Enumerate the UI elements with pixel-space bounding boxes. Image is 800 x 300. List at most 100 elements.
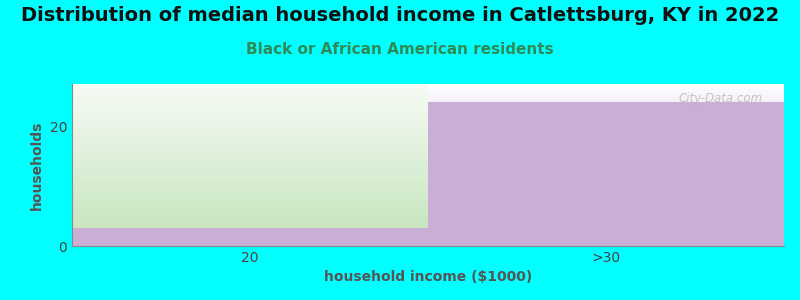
- Bar: [72, 158, 428, 159]
- Bar: [72, 194, 428, 195]
- Bar: [72, 102, 428, 103]
- Bar: [72, 105, 428, 106]
- Bar: [72, 138, 428, 139]
- Bar: [72, 172, 428, 173]
- Bar: [72, 161, 428, 162]
- Bar: [72, 139, 428, 140]
- Bar: [72, 220, 428, 221]
- Bar: [72, 122, 428, 123]
- Bar: [72, 178, 428, 179]
- Bar: [72, 114, 428, 115]
- X-axis label: household income ($1000): household income ($1000): [324, 270, 532, 284]
- Bar: [72, 141, 428, 142]
- Bar: [72, 226, 428, 227]
- Bar: [72, 130, 428, 131]
- Bar: [72, 88, 428, 89]
- Bar: [72, 208, 428, 209]
- Bar: [72, 193, 428, 194]
- Bar: [72, 171, 428, 172]
- Bar: [72, 85, 428, 86]
- Bar: [72, 149, 428, 150]
- Text: City-Data.com: City-Data.com: [678, 92, 762, 105]
- Bar: [72, 207, 428, 208]
- Bar: [72, 211, 428, 212]
- Bar: [72, 104, 428, 105]
- Bar: [72, 121, 428, 122]
- Bar: [72, 106, 428, 107]
- Bar: [72, 125, 428, 126]
- Bar: [72, 225, 428, 226]
- Bar: [72, 143, 428, 144]
- Bar: [72, 154, 428, 155]
- Bar: [72, 191, 428, 192]
- Bar: [72, 176, 428, 177]
- Bar: [72, 203, 428, 204]
- Bar: [72, 110, 428, 111]
- Bar: [72, 92, 428, 93]
- Bar: [72, 156, 428, 157]
- Bar: [72, 155, 428, 156]
- Bar: [72, 212, 428, 213]
- Bar: [72, 86, 428, 87]
- Bar: [72, 90, 428, 91]
- Bar: [72, 147, 428, 148]
- Bar: [72, 120, 428, 121]
- Bar: [72, 183, 428, 184]
- Bar: [72, 132, 428, 133]
- Bar: [72, 188, 428, 189]
- Bar: [72, 217, 428, 218]
- Bar: [72, 93, 428, 94]
- Bar: [72, 196, 428, 197]
- Bar: [72, 219, 428, 220]
- Bar: [72, 117, 428, 118]
- Bar: [72, 100, 428, 101]
- Bar: [72, 173, 428, 174]
- Bar: [72, 180, 428, 181]
- Bar: [72, 169, 428, 170]
- Bar: [72, 116, 428, 117]
- Bar: [72, 182, 428, 183]
- Bar: [72, 214, 428, 215]
- Bar: [72, 190, 428, 191]
- Bar: [72, 210, 428, 211]
- Bar: [72, 87, 428, 88]
- Bar: [72, 115, 428, 116]
- Bar: [72, 163, 428, 164]
- Bar: [72, 153, 428, 154]
- Bar: [72, 96, 428, 97]
- Bar: [72, 227, 428, 228]
- Bar: [72, 159, 428, 160]
- Bar: [72, 99, 428, 100]
- Bar: [72, 133, 428, 134]
- Bar: [72, 206, 428, 207]
- Bar: [72, 164, 428, 165]
- Bar: [72, 134, 428, 135]
- Bar: [72, 205, 428, 206]
- Bar: [72, 192, 428, 193]
- Bar: [72, 95, 428, 96]
- Bar: [72, 184, 428, 185]
- Bar: [72, 126, 428, 127]
- Bar: [72, 103, 428, 104]
- Bar: [72, 209, 428, 210]
- Bar: [72, 136, 428, 137]
- Bar: [72, 113, 428, 114]
- Bar: [72, 94, 428, 95]
- Bar: [72, 119, 428, 120]
- Bar: [72, 223, 428, 224]
- Bar: [72, 181, 428, 182]
- Bar: [72, 224, 428, 225]
- Bar: [72, 166, 428, 167]
- Bar: [72, 84, 428, 85]
- Bar: [72, 222, 428, 223]
- Bar: [72, 137, 428, 138]
- Bar: [72, 221, 428, 222]
- Bar: [72, 140, 428, 141]
- Bar: [72, 218, 428, 219]
- Y-axis label: households: households: [30, 120, 44, 210]
- Bar: [72, 111, 428, 112]
- Bar: [72, 162, 428, 163]
- Bar: [72, 124, 428, 125]
- Bar: [72, 200, 428, 201]
- Bar: [72, 185, 428, 186]
